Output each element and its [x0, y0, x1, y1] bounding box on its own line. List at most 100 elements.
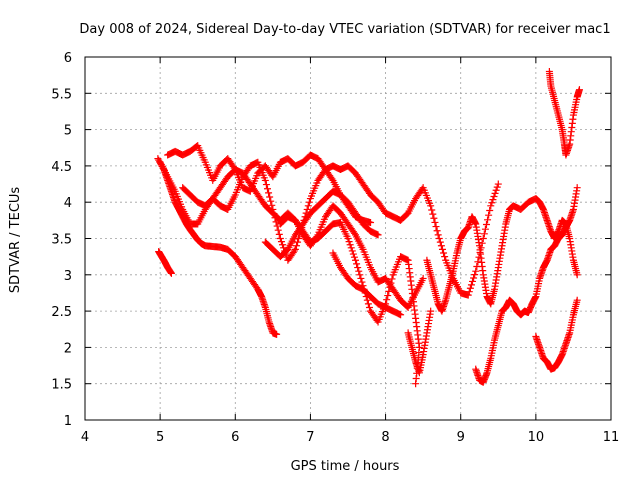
data-point — [352, 256, 360, 264]
data-point — [154, 155, 162, 163]
data-point — [167, 269, 175, 277]
data-point — [427, 307, 435, 315]
series-track-h — [329, 249, 405, 319]
data-point — [480, 230, 488, 238]
data-point — [353, 260, 361, 268]
data-point — [347, 244, 355, 252]
data-point — [464, 291, 472, 299]
data-point — [490, 192, 498, 200]
data-point — [431, 218, 439, 226]
data-point — [277, 238, 285, 246]
data-point — [441, 253, 449, 261]
data-point — [437, 242, 445, 250]
x-tick-label: 6 — [231, 430, 239, 445]
data-point — [383, 296, 391, 304]
y-tick-label: 3 — [64, 269, 72, 284]
data-point — [350, 229, 358, 237]
x-tick-label: 5 — [156, 430, 164, 445]
data-point — [303, 205, 311, 213]
series-track-i — [423, 195, 581, 315]
data-point — [345, 238, 353, 246]
data-point — [348, 247, 356, 255]
data-point — [435, 235, 443, 242]
data-point — [485, 211, 493, 219]
data-point — [292, 242, 300, 250]
data-point — [290, 247, 298, 255]
data-point — [358, 278, 366, 286]
data-point — [356, 271, 364, 279]
data-point — [304, 202, 312, 210]
x-tick-label: 9 — [457, 430, 465, 445]
y-tick-label: 4 — [64, 196, 72, 211]
data-point — [267, 197, 275, 205]
data-point — [276, 235, 284, 242]
plot-frame — [84, 56, 612, 421]
data-point — [367, 219, 375, 227]
data-point — [354, 264, 362, 272]
data-point — [397, 311, 405, 319]
data-point — [365, 303, 373, 311]
data-point — [305, 198, 313, 206]
data-point — [268, 201, 276, 209]
y-axis-label: SDTVAR / TECUs — [8, 187, 23, 294]
x-tick-label: 11 — [603, 430, 620, 445]
data-point — [430, 214, 438, 222]
data-point — [434, 231, 442, 239]
data-point — [265, 189, 273, 197]
data-point — [575, 86, 583, 94]
series-track-k — [532, 296, 581, 373]
data-point — [428, 206, 436, 214]
data-point — [313, 232, 321, 240]
data-point — [487, 202, 495, 210]
x-axis-label: GPS time / hours — [291, 459, 400, 474]
data-point — [429, 210, 437, 218]
y-tick-label: 4.5 — [51, 160, 72, 175]
x-tick-label: 7 — [306, 430, 314, 445]
series-track-j — [472, 184, 581, 386]
data-point — [491, 189, 499, 197]
data-point — [374, 231, 382, 239]
data-point — [419, 274, 427, 282]
data-point — [274, 226, 282, 234]
data-point — [427, 202, 435, 210]
series-track-g — [261, 187, 382, 261]
data-point — [573, 271, 581, 279]
y-tick-label: 5 — [64, 124, 72, 139]
y-tick-label: 5.5 — [51, 87, 72, 102]
data-point — [294, 238, 302, 246]
data-points — [154, 68, 583, 388]
data-point — [479, 235, 487, 242]
data-point — [363, 296, 371, 304]
data-point — [433, 227, 441, 235]
y-tick-label: 1 — [64, 414, 72, 429]
data-point — [384, 292, 392, 300]
data-point — [438, 245, 446, 253]
data-point — [489, 196, 497, 204]
data-point — [328, 175, 336, 183]
data-point — [573, 296, 581, 304]
y-tick-label: 3.5 — [51, 233, 72, 248]
data-point — [261, 176, 269, 184]
data-point — [494, 180, 502, 188]
data-point — [466, 284, 474, 292]
x-tick-label: 8 — [381, 430, 389, 445]
y-tick-label: 2 — [64, 341, 72, 356]
data-point — [275, 230, 283, 238]
data-point — [388, 275, 396, 283]
data-point — [467, 281, 475, 289]
data-point — [346, 241, 354, 249]
data-point — [432, 223, 440, 231]
data-point — [273, 330, 281, 338]
data-point — [469, 277, 477, 285]
data-point — [266, 193, 274, 201]
data-point — [344, 235, 352, 242]
data-point — [471, 271, 479, 279]
y-tick-label: 2.5 — [51, 305, 72, 320]
series-track-m — [404, 307, 435, 377]
data-point — [440, 249, 448, 257]
data-point — [493, 183, 501, 191]
data-point — [412, 380, 420, 388]
x-tick-label: 4 — [81, 430, 89, 445]
data-point — [350, 253, 358, 261]
